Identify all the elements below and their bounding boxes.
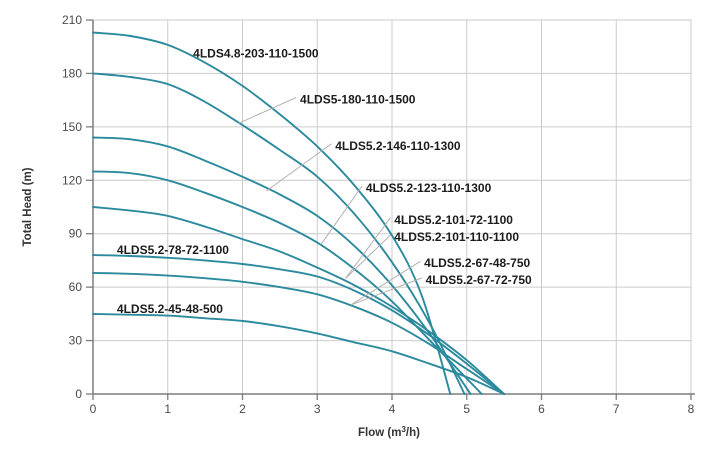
y-tick-label: 120 bbox=[62, 173, 82, 187]
curve-label: 4LDS5.2-78-72-1100 bbox=[117, 243, 229, 257]
leader-line bbox=[350, 260, 421, 306]
pump-curves bbox=[92, 31, 506, 395]
pump-curve bbox=[92, 72, 466, 395]
leader-line bbox=[345, 217, 391, 279]
y-tick-label: 150 bbox=[62, 120, 82, 134]
leader-line bbox=[266, 143, 332, 192]
pump-curve bbox=[92, 136, 472, 395]
curve-label: 4LDS5-180-110-1500 bbox=[300, 93, 416, 107]
pump-curve bbox=[92, 312, 506, 395]
y-tick-label: 180 bbox=[62, 66, 82, 80]
x-tick-label: 6 bbox=[538, 402, 545, 416]
leader-line bbox=[238, 97, 297, 124]
curve-label: 4LDS4.8-203-110-1500 bbox=[193, 46, 319, 60]
y-tick-label: 0 bbox=[75, 387, 82, 401]
y-tick-label: 60 bbox=[69, 280, 83, 294]
curve-label: 4LDS5.2-123-110-1300 bbox=[366, 181, 492, 195]
curve-label: 4LDS5.2-146-110-1300 bbox=[335, 139, 461, 153]
leader-line bbox=[320, 185, 363, 245]
leader-lines bbox=[238, 97, 423, 306]
pump-curve bbox=[92, 206, 506, 395]
x-tick-label: 1 bbox=[164, 402, 171, 416]
curve-label: 4LDS5.2-101-110-1100 bbox=[394, 230, 519, 244]
y-axis-title: Total Head (m) bbox=[22, 167, 34, 246]
x-tick-label: 8 bbox=[688, 402, 695, 416]
curve-label: 4LDS5.2-101-72-1100 bbox=[394, 213, 513, 227]
pump-curve bbox=[92, 271, 506, 395]
y-tick-label: 210 bbox=[62, 13, 82, 27]
x-tick-label: 7 bbox=[613, 402, 620, 416]
x-tick-label: 2 bbox=[239, 402, 246, 416]
pump-curve bbox=[92, 254, 506, 395]
leader-line bbox=[350, 277, 423, 306]
pump-curve bbox=[92, 170, 483, 395]
x-axis-title: Flow (m3/h) bbox=[358, 425, 420, 439]
pump-curve bbox=[92, 31, 452, 395]
x-tick-label: 4 bbox=[389, 402, 396, 416]
x-tick-label: 0 bbox=[90, 402, 97, 416]
curve-label: 4LDS5.2-67-48-750 bbox=[424, 256, 530, 270]
y-tick-label: 90 bbox=[69, 227, 83, 241]
leader-line bbox=[345, 234, 391, 279]
curve-label: 4LDS5.2-67-72-750 bbox=[426, 273, 532, 287]
x-tick-label: 5 bbox=[463, 402, 470, 416]
x-tick-label: 3 bbox=[314, 402, 321, 416]
y-tick-label: 30 bbox=[69, 334, 83, 348]
curve-label: 4LDS5.2-45-48-500 bbox=[117, 302, 223, 316]
gridlines bbox=[93, 19, 692, 394]
curve-labels: 4LDS4.8-203-110-1500 4LDS5-180-110-1500 4L… bbox=[117, 46, 532, 316]
axes: 0 30 60 90 120 150 180 210 0 1 2 3 4 5 6 7 8 bbox=[62, 13, 695, 416]
